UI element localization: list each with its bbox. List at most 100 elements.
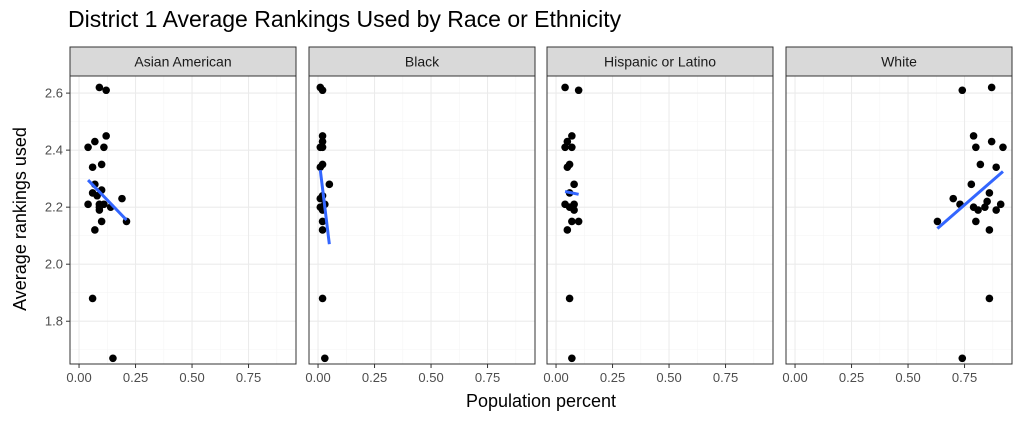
x-tick-label: 0.50: [656, 370, 681, 385]
data-point: [985, 294, 994, 303]
data-point: [318, 294, 327, 303]
data-point: [574, 217, 583, 226]
fit-line: [936, 170, 1004, 230]
data-point: [93, 191, 101, 200]
data-point: [561, 143, 569, 152]
facet-panels: 1.8 2.0 2.2 2.4 2.6 Asian American 0.00 0.25 0.5…: [45, 46, 1013, 385]
data-point: [981, 203, 989, 211]
y-tick-label: 2.0: [45, 257, 63, 272]
panel-background: [547, 76, 773, 364]
data-point: [570, 180, 578, 189]
x-tick-label: 0.75: [713, 370, 738, 385]
data-point: [976, 160, 985, 169]
x-tick-label: 0.50: [895, 370, 920, 385]
data-point: [987, 137, 996, 146]
x-tick-label: 0.00: [782, 370, 807, 385]
data-point: [97, 217, 106, 226]
data-point: [88, 163, 97, 172]
data-point: [84, 143, 92, 152]
data-point: [958, 354, 967, 363]
data-point: [563, 137, 572, 146]
data-point: [992, 206, 1000, 214]
data-point: [91, 137, 99, 146]
data-point: [118, 194, 126, 203]
y-tick-label: 2.2: [45, 200, 63, 215]
x-tick-label: 0.75: [475, 370, 500, 385]
x-tick-label: 0.50: [418, 370, 443, 385]
panel-border: [308, 75, 536, 365]
x-tick-label: 0.00: [305, 370, 330, 385]
data-point: [999, 143, 1007, 152]
data-point: [563, 163, 572, 172]
facet-strip: [69, 46, 297, 77]
facet-panel: Black 0.00 0.25 0.50 0.75: [305, 46, 536, 385]
data-point: [983, 197, 991, 206]
data-point: [972, 143, 980, 152]
x-tick-label: 0.25: [123, 370, 148, 385]
data-point: [88, 294, 97, 303]
data-point: [100, 143, 108, 152]
data-point: [561, 83, 569, 92]
data-point: [318, 137, 327, 146]
facet-panel: Asian American 0.00 0.25 0.50 0.75: [66, 46, 297, 385]
data-point: [318, 143, 327, 152]
x-tick-label: 0.25: [600, 370, 625, 385]
facet-strip: [308, 46, 536, 77]
panel-border: [785, 75, 1013, 365]
facet-panel: White 0.00 0.25 0.50 0.75: [782, 46, 1013, 385]
x-tick-label: 0.00: [543, 370, 568, 385]
facet-strip-label: Hispanic or Latino: [604, 54, 716, 70]
data-point: [974, 206, 982, 214]
data-point: [321, 354, 329, 363]
x-axis-title: Population percent: [466, 391, 616, 411]
fit-line: [318, 169, 331, 245]
data-point: [95, 83, 104, 92]
data-point: [933, 217, 942, 226]
panel-border: [546, 75, 774, 365]
facet-strip-label: Asian American: [134, 54, 231, 70]
x-tick-label: 0.50: [179, 370, 204, 385]
panel-background: [70, 76, 296, 364]
data-point: [958, 86, 967, 95]
data-point: [316, 163, 325, 172]
data-point: [95, 206, 104, 214]
data-point: [318, 86, 327, 95]
data-point: [568, 143, 576, 152]
data-point: [325, 180, 334, 189]
data-point: [985, 189, 994, 197]
data-point: [568, 132, 576, 140]
fit-line: [86, 179, 128, 222]
data-point: [967, 180, 976, 189]
x-tick-label: 0.25: [839, 370, 864, 385]
data-point: [318, 132, 327, 140]
panel-background: [309, 76, 535, 364]
data-point: [568, 354, 576, 363]
data-point: [318, 217, 327, 226]
data-point: [91, 226, 99, 234]
facet-strip-label: Black: [405, 54, 440, 70]
data-point: [318, 226, 327, 234]
data-point: [969, 132, 978, 140]
data-point: [996, 200, 1005, 209]
data-point: [949, 194, 958, 203]
data-point: [102, 86, 110, 95]
facet-panel: Hispanic or Latino 0.00 0.25 0.50 0.75: [543, 46, 774, 385]
x-tick-label: 0.00: [66, 370, 91, 385]
facet-strip-label: White: [881, 54, 917, 70]
data-point: [97, 160, 106, 169]
data-point: [568, 217, 576, 226]
data-point: [570, 206, 578, 214]
y-tick-label: 2.6: [45, 86, 63, 101]
y-tick-label: 1.8: [45, 314, 63, 329]
data-point: [972, 217, 980, 226]
data-point: [563, 226, 572, 234]
data-point: [992, 163, 1000, 172]
panel-border: [69, 75, 297, 365]
chart-title: District 1 Average Rankings Used by Race…: [68, 6, 622, 32]
y-tick-label: 2.4: [45, 143, 63, 158]
data-point: [565, 294, 574, 303]
data-point: [987, 83, 996, 92]
y-axis-title: Average rankings used: [10, 127, 30, 311]
data-point: [985, 226, 994, 234]
